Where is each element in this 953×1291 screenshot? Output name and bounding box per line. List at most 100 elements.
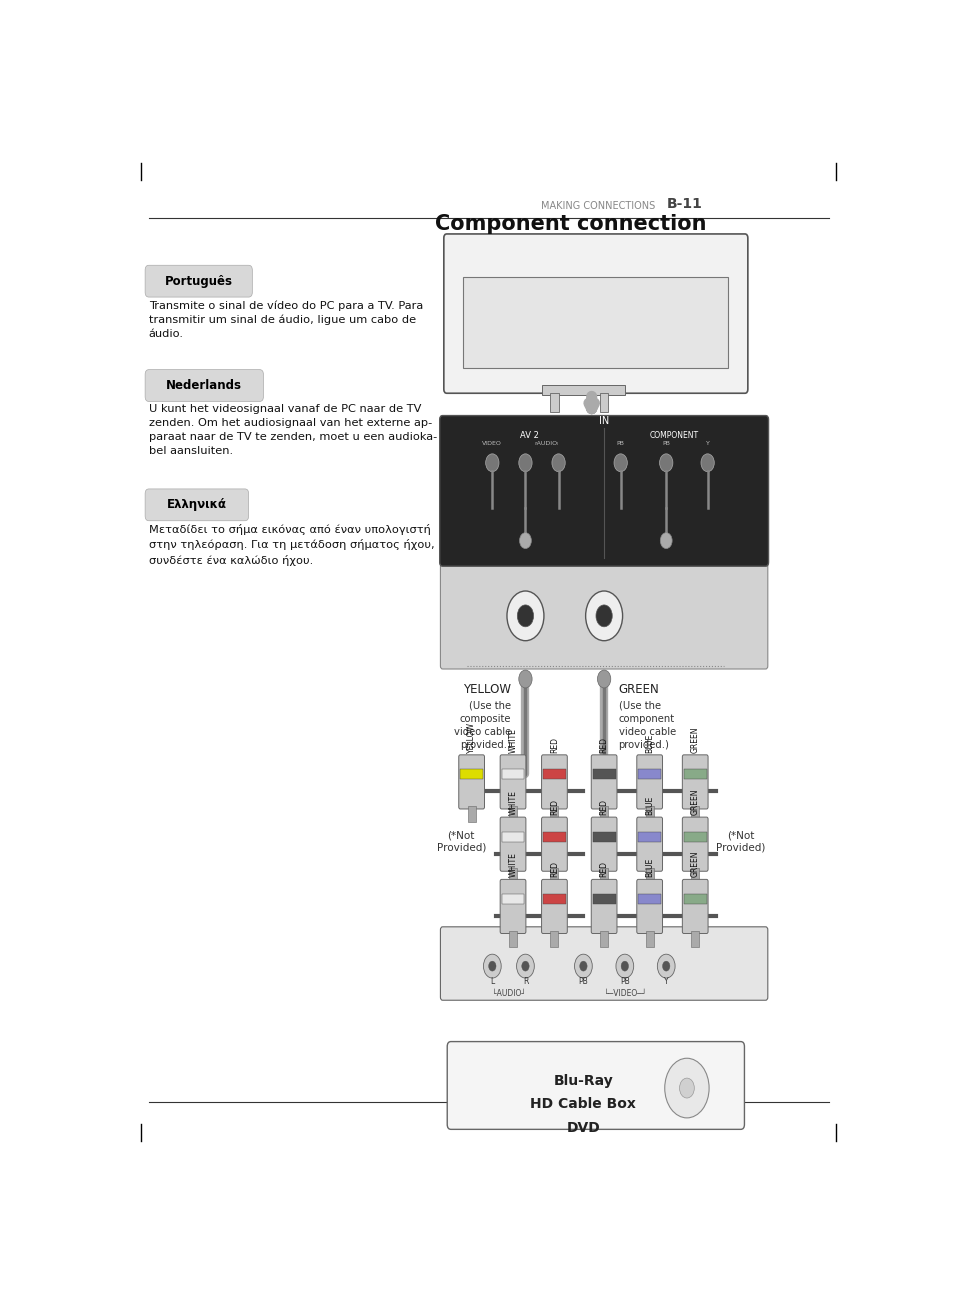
Circle shape xyxy=(518,670,532,688)
FancyBboxPatch shape xyxy=(458,755,484,809)
Bar xyxy=(683,831,706,842)
Text: RED: RED xyxy=(549,799,558,815)
Text: WHITE: WHITE xyxy=(508,852,517,877)
Circle shape xyxy=(616,954,633,979)
Text: Y: Y xyxy=(663,977,668,986)
Bar xyxy=(645,931,653,946)
FancyBboxPatch shape xyxy=(591,817,617,871)
FancyBboxPatch shape xyxy=(145,369,263,402)
Text: GREEN: GREEN xyxy=(690,851,699,877)
Bar xyxy=(683,769,706,780)
Circle shape xyxy=(485,454,498,471)
Bar xyxy=(691,931,699,946)
Bar xyxy=(509,806,517,822)
Text: WHITE: WHITE xyxy=(508,790,517,815)
FancyBboxPatch shape xyxy=(440,558,767,669)
Bar xyxy=(638,769,660,780)
Bar xyxy=(645,806,653,822)
Text: └─VIDEO─┘: └─VIDEO─┘ xyxy=(603,989,645,998)
Bar xyxy=(645,869,653,884)
Text: GREEN: GREEN xyxy=(690,726,699,753)
Circle shape xyxy=(659,454,672,471)
Text: HD Cable Box: HD Cable Box xyxy=(530,1097,636,1112)
FancyBboxPatch shape xyxy=(681,755,707,809)
Circle shape xyxy=(661,962,669,971)
Text: IN: IN xyxy=(598,416,609,426)
Text: PB: PB xyxy=(661,442,669,447)
Text: Nederlands: Nederlands xyxy=(166,380,242,392)
Text: BLUE: BLUE xyxy=(644,795,654,815)
Text: PB: PB xyxy=(616,442,624,447)
Text: RED: RED xyxy=(599,736,608,753)
Bar xyxy=(509,869,517,884)
Text: VIDEO: VIDEO xyxy=(482,442,501,447)
Text: L: L xyxy=(490,977,494,986)
Circle shape xyxy=(506,591,543,640)
Circle shape xyxy=(483,954,500,979)
Bar xyxy=(467,806,476,822)
Bar xyxy=(501,893,524,904)
Bar xyxy=(638,831,660,842)
Circle shape xyxy=(574,954,592,979)
FancyBboxPatch shape xyxy=(681,817,707,871)
Text: U kunt het videosignaal vanaf de PC naar de TV
zenden. Om het audiosignaal van h: U kunt het videosignaal vanaf de PC naar… xyxy=(149,404,436,457)
Circle shape xyxy=(664,1059,708,1118)
Text: BLUE: BLUE xyxy=(644,857,654,877)
Bar xyxy=(550,392,558,412)
Bar xyxy=(501,769,524,780)
Circle shape xyxy=(657,954,675,979)
Text: Ελληνικά: Ελληνικά xyxy=(167,498,227,511)
Circle shape xyxy=(620,962,628,971)
Text: GREEN: GREEN xyxy=(618,683,659,696)
Text: Blu-Ray: Blu-Ray xyxy=(553,1074,613,1088)
Bar xyxy=(541,385,624,395)
Text: PB: PB xyxy=(578,977,588,986)
Text: MAKING CONNECTIONS: MAKING CONNECTIONS xyxy=(540,200,655,210)
Circle shape xyxy=(596,605,612,627)
FancyBboxPatch shape xyxy=(541,817,567,871)
Text: R: R xyxy=(522,977,528,986)
Text: Y: Y xyxy=(705,442,709,447)
FancyBboxPatch shape xyxy=(591,879,617,933)
Circle shape xyxy=(519,533,531,549)
Text: BLUE: BLUE xyxy=(644,733,654,753)
FancyBboxPatch shape xyxy=(439,416,768,567)
Text: Component connection: Component connection xyxy=(435,214,706,234)
Circle shape xyxy=(488,962,496,971)
Bar xyxy=(599,392,608,412)
Text: (Use the
component
video cable
provided.): (Use the component video cable provided.… xyxy=(618,701,675,750)
Text: YELLOW: YELLOW xyxy=(462,683,511,696)
Text: PB: PB xyxy=(619,977,629,986)
Bar xyxy=(592,769,615,780)
Text: └AUDIO┘: └AUDIO┘ xyxy=(492,989,525,998)
FancyBboxPatch shape xyxy=(145,265,252,297)
FancyBboxPatch shape xyxy=(499,755,525,809)
Text: (*Not
Provided): (*Not Provided) xyxy=(716,830,764,853)
Bar xyxy=(463,276,727,368)
Text: Transmite o sinal de vídeo do PC para a TV. Para
transmitir um sinal de áudio, l: Transmite o sinal de vídeo do PC para a … xyxy=(149,300,422,340)
Circle shape xyxy=(518,454,532,471)
Bar xyxy=(542,769,565,780)
Circle shape xyxy=(552,454,564,471)
FancyBboxPatch shape xyxy=(145,489,249,520)
FancyBboxPatch shape xyxy=(681,879,707,933)
Text: DVD: DVD xyxy=(566,1121,599,1135)
Circle shape xyxy=(585,591,622,640)
Text: GREEN: GREEN xyxy=(690,789,699,815)
Text: RED: RED xyxy=(549,861,558,877)
Bar xyxy=(550,869,558,884)
FancyBboxPatch shape xyxy=(499,879,525,933)
Bar xyxy=(691,869,699,884)
Bar xyxy=(550,806,558,822)
Text: RED: RED xyxy=(599,861,608,877)
FancyBboxPatch shape xyxy=(443,234,747,394)
FancyBboxPatch shape xyxy=(637,879,661,933)
Bar xyxy=(638,893,660,904)
Bar xyxy=(599,806,607,822)
Text: RED: RED xyxy=(599,799,608,815)
Circle shape xyxy=(579,962,586,971)
Circle shape xyxy=(597,670,610,688)
Bar xyxy=(509,931,517,946)
Circle shape xyxy=(521,962,529,971)
Bar xyxy=(459,769,482,780)
